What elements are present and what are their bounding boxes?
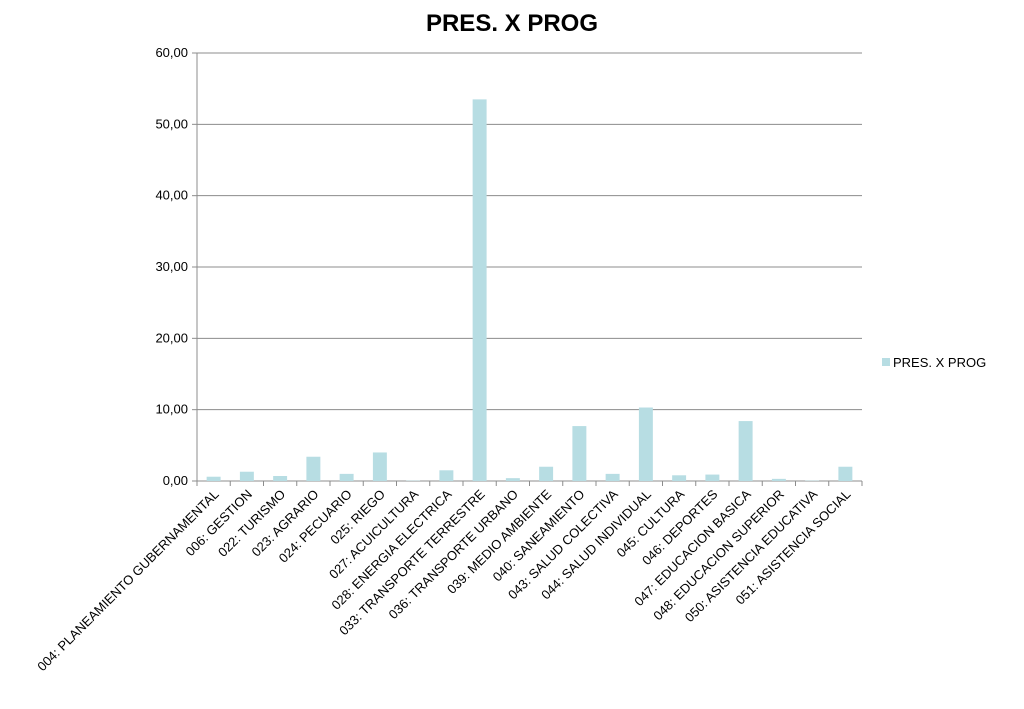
bar [505,478,520,481]
bar [539,466,554,481]
bar [738,421,753,481]
bar [472,99,487,481]
bar [439,470,454,481]
bar [672,475,687,481]
y-tick-labels: 0,00 10,00 20,00 30,00 40,00 50,00 60,00 [155,45,188,488]
bar [339,473,354,481]
y-tick-label: 40,00 [155,188,188,203]
bar [605,473,620,481]
gridlines [197,52,862,482]
bars [206,99,853,481]
y-tick-label: 0,00 [163,473,188,488]
bar [705,474,720,481]
legend-swatch [882,358,890,366]
legend: PRES. X PROG [882,355,986,370]
y-tick-label: 30,00 [155,259,188,274]
y-tick-label: 60,00 [155,45,188,60]
y-tick-label: 20,00 [155,330,188,345]
x-tick-label: 004: PLANEAMIENTO GUBERNAMENTAL [34,487,222,675]
bar [239,471,254,481]
bar [273,476,288,481]
bar [306,456,321,481]
axes [192,52,863,486]
chart-title: PRES. X PROG [425,10,599,37]
bar [206,476,221,481]
bar [771,478,786,481]
legend-label: PRES. X PROG [893,355,986,370]
bar [838,466,853,481]
y-tick-label: 10,00 [155,402,188,417]
bar [638,407,653,481]
bar [572,426,587,481]
bar [372,452,387,481]
y-tick-label: 50,00 [155,116,188,131]
